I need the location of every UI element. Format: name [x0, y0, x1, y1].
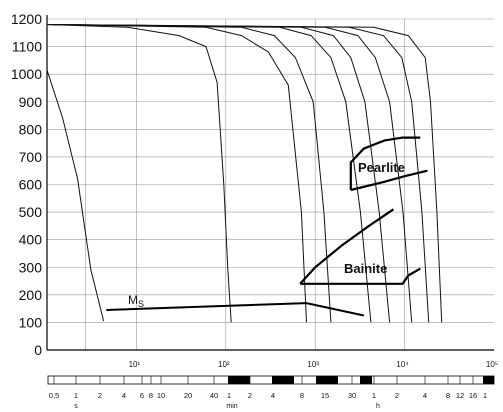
cooling-curve	[46, 24, 413, 323]
time-scale-label: 30	[348, 391, 356, 400]
region-start-line	[349, 136, 421, 190]
y-tick-label: 1000	[11, 66, 42, 82]
time-scale-label: 1	[483, 391, 487, 400]
time-scale-frame	[47, 375, 495, 385]
y-tick-label: 1200	[11, 11, 42, 27]
time-scale-label: 8	[446, 391, 450, 400]
region-start-line	[299, 208, 395, 285]
cooling-curve	[46, 69, 105, 322]
x-tick-label: 10¹	[129, 360, 141, 369]
cooling-curve	[46, 24, 332, 323]
time-scale-label: 12	[456, 391, 464, 400]
time-scale-label: 16	[469, 391, 477, 400]
y-tick-label: 1100	[12, 39, 42, 55]
time-unit-label: s	[74, 403, 78, 410]
time-scale-bar: 0,5 1 2 4 6 8 10 20 40 1 2 4 8 15 30 1 2 4 8 12 16 1s min h	[47, 375, 495, 410]
y-tick-label: 600	[19, 177, 43, 193]
y-tick-label: 500	[19, 204, 43, 220]
time-scale-label: 4	[122, 391, 126, 400]
transformation-regions	[299, 136, 428, 285]
x-tick-label: 10³	[307, 360, 319, 369]
cooling-curve	[46, 24, 391, 323]
y-tick-label: 700	[19, 149, 43, 165]
x-tick-label: 10⁴	[396, 360, 409, 369]
time-scale-segment	[360, 376, 372, 384]
ms-label: MS	[128, 293, 144, 309]
time-scale-label: 2	[395, 391, 399, 400]
ms-label-subscript: S	[138, 299, 144, 309]
cooling-curve	[46, 24, 372, 323]
y-tick-label: 300	[19, 259, 43, 275]
time-scale-label: 2	[98, 391, 102, 400]
time-scale-segment	[272, 376, 294, 384]
ms-label-main: M	[128, 293, 138, 307]
time-scale-label: 6	[140, 391, 144, 400]
cooling-curve	[46, 24, 443, 323]
y-tick-labels: 0 100 200 300 400 500 600 700 800 900 1000 1100 1200	[11, 11, 42, 358]
y-tick-label: 900	[19, 94, 43, 110]
region-finish-line	[350, 169, 428, 192]
x-tick-label: 10²	[218, 360, 230, 369]
time-scale-label: 4	[423, 391, 427, 400]
region-finish-line	[300, 267, 421, 285]
ms-line	[106, 302, 365, 317]
time-scale-label: 8	[149, 391, 153, 400]
cooling-curve	[46, 24, 232, 323]
time-scale-label: 2	[248, 391, 252, 400]
time-scale-label: 1	[74, 391, 78, 400]
x-tick-label: 10⁵	[486, 360, 498, 369]
ms-line-group: MS	[106, 293, 365, 317]
time-scale-segment	[483, 376, 494, 384]
time-scale-segment	[316, 376, 338, 384]
time-scale-segment	[228, 376, 250, 384]
cooling-curve	[46, 24, 307, 323]
y-tick-label: 0	[34, 342, 42, 358]
time-unit-label: min	[226, 403, 237, 410]
y-tick-label: 100	[19, 314, 43, 330]
time-scale-label: 4	[271, 391, 275, 400]
y-tick-label: 200	[19, 287, 43, 303]
pearlite-label: Pearlite	[358, 160, 405, 175]
cooling-curves	[46, 24, 443, 323]
y-tick-label: 800	[19, 121, 43, 137]
time-scale-label: 8	[300, 391, 304, 400]
time-scale-label: 10	[157, 391, 165, 400]
time-unit-label: h	[376, 403, 380, 410]
time-scale-label: 1	[372, 391, 376, 400]
time-scale-label: 1	[227, 391, 231, 400]
time-scale-label: 0,5	[49, 391, 59, 400]
y-tick-label: 400	[19, 232, 43, 248]
bainite-label: Bainite	[344, 261, 387, 276]
time-scale-label: 15	[321, 391, 329, 400]
x-tick-labels: 10¹ 10² 10³ 10⁴ 10⁵	[129, 360, 498, 369]
time-scale-label: 20	[184, 391, 192, 400]
grid-lines	[47, 18, 494, 350]
time-scale-label: 40	[210, 391, 218, 400]
